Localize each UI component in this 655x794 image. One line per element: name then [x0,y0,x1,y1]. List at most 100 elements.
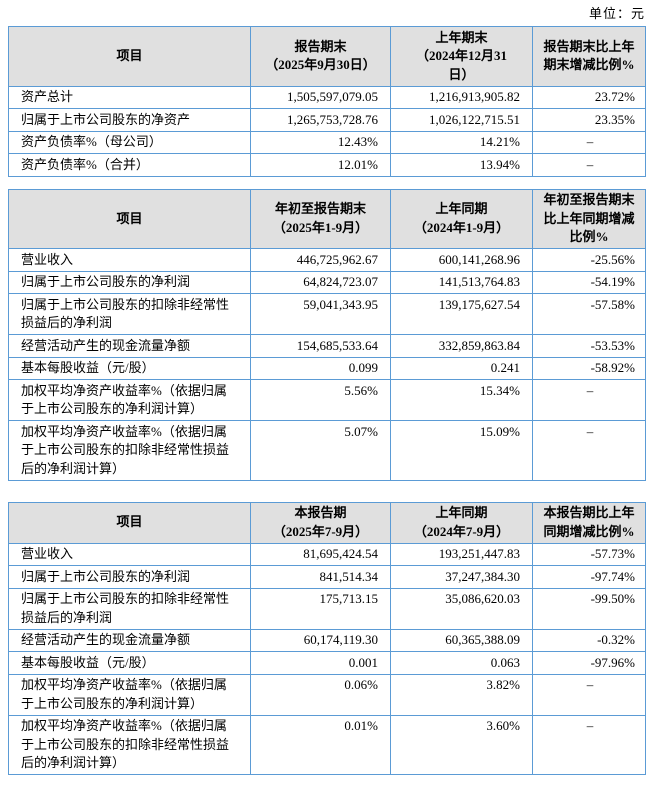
report-page: 单位：元 项目 报告期末 （2025年9月30日） 上年期末 （2024年12月… [8,6,646,776]
table-row: 资产总计 1,505,597,079.05 1,216,913,905.82 2… [8,85,646,109]
value-change: 23.35% [532,108,646,132]
value-current: 0.01% [250,714,391,775]
table-row: 营业收入 446,725,962.67 600,141,268.96 -25.5… [8,248,646,272]
header-cell-change-pct: 报告期末比上年 期末增减比例% [532,26,646,87]
value-current: 175,713.15 [250,587,391,630]
row-label: 经营活动产生的现金流量净额 [8,334,251,358]
value-current: 12.43% [250,130,391,154]
value-change: -57.73% [532,542,646,566]
value-change: – [532,153,646,177]
header-cell-prior-period: 上年期末 （2024年12月31 日） [390,26,533,87]
value-change: -99.50% [532,587,646,630]
value-change: -58.92% [532,356,646,380]
table-row: 加权平均净资产收益率%（依据归属于上市公司股东的净利润计算） 0.06% 3.8… [8,673,646,716]
value-current: 81,695,424.54 [250,542,391,566]
table-row: 资产负债率%（母公司） 12.43% 14.21% – [8,130,646,154]
table-row: 加权平均净资产收益率%（依据归属于上市公司股东的净利润计算） 5.56% 15.… [8,379,646,421]
value-change: – [532,714,646,775]
table-row: 经营活动产生的现金流量净额 154,685,533.64 332,859,863… [8,334,646,358]
header-row: 项目 报告期末 （2025年9月30日） 上年期末 （2024年12月31 日）… [8,26,646,87]
header-cell-item: 项目 [8,501,251,544]
value-prior: 141,513,764.83 [390,270,533,294]
header-cell-prior-period: 上年同期 （2024年7-9月） [390,501,533,544]
row-label: 归属于上市公司股东的扣除非经常性损益后的净利润 [8,587,251,630]
value-prior: 193,251,447.83 [390,542,533,566]
value-prior: 15.34% [390,379,533,421]
table-row: 归属于上市公司股东的净资产 1,265,753,728.76 1,026,122… [8,108,646,132]
row-label: 基本每股收益（元/股） [8,356,251,380]
table-row: 基本每股收益（元/股） 0.001 0.063 -97.96% [8,651,646,675]
value-change: – [532,673,646,716]
value-current: 5.07% [250,420,391,481]
value-change: -97.74% [532,565,646,589]
header-cell-change-pct: 本报告期比上年 同期增减比例% [532,501,646,544]
value-current: 0.06% [250,673,391,716]
value-prior: 0.241 [390,356,533,380]
value-change: -53.53% [532,334,646,358]
header-row: 项目 本报告期 （2025年7-9月） 上年同期 （2024年7-9月） 本报告… [8,501,646,544]
table-row: 归属于上市公司股东的扣除非经常性损益后的净利润 59,041,343.95 13… [8,293,646,335]
value-current: 1,505,597,079.05 [250,85,391,109]
value-prior: 1,216,913,905.82 [390,85,533,109]
table-row: 归属于上市公司股东的扣除非经常性损益后的净利润 175,713.15 35,08… [8,587,646,630]
value-current: 154,685,533.64 [250,334,391,358]
row-label: 营业收入 [8,248,251,272]
value-prior: 0.063 [390,651,533,675]
value-prior: 14.21% [390,130,533,154]
value-current: 64,824,723.07 [250,270,391,294]
value-prior: 332,859,863.84 [390,334,533,358]
value-change: -54.19% [532,270,646,294]
row-label: 归属于上市公司股东的净利润 [8,270,251,294]
row-label: 营业收入 [8,542,251,566]
value-prior: 3.82% [390,673,533,716]
row-label: 资产负债率%（合并） [8,153,251,177]
value-prior: 13.94% [390,153,533,177]
table-row: 归属于上市公司股东的净利润 841,514.34 37,247,384.30 -… [8,565,646,589]
table-row: 经营活动产生的现金流量净额 60,174,119.30 60,365,388.0… [8,628,646,652]
value-change: -25.56% [532,248,646,272]
row-label: 基本每股收益（元/股） [8,651,251,675]
value-change: – [532,379,646,421]
row-label: 加权平均净资产收益率%（依据归属于上市公司股东的扣除非经常性损益后的净利润计算） [8,420,251,481]
value-prior: 15.09% [390,420,533,481]
value-current: 446,725,962.67 [250,248,391,272]
value-change: -57.58% [532,293,646,335]
row-label: 加权平均净资产收益率%（依据归属于上市公司股东的扣除非经常性损益后的净利润计算） [8,714,251,775]
value-prior: 60,365,388.09 [390,628,533,652]
value-prior: 3.60% [390,714,533,775]
value-prior: 139,175,627.54 [390,293,533,335]
row-label: 资产负债率%（母公司） [8,130,251,154]
value-current: 0.099 [250,356,391,380]
header-cell-prior-period: 上年同期 （2024年1-9月） [390,188,533,249]
table-row: 营业收入 81,695,424.54 193,251,447.83 -57.73… [8,542,646,566]
header-cell-change-pct: 年初至报告期末 比上年同期增减 比例% [532,188,646,249]
value-current: 0.001 [250,651,391,675]
row-label: 归属于上市公司股东的扣除非经常性损益后的净利润 [8,293,251,335]
value-current: 59,041,343.95 [250,293,391,335]
row-label: 加权平均净资产收益率%（依据归属于上市公司股东的净利润计算） [8,379,251,421]
table-period-end-summary: 项目 报告期末 （2025年9月30日） 上年期末 （2024年12月31 日）… [8,26,646,177]
header-row: 项目 年初至报告期末 （2025年1-9月） 上年同期 （2024年1-9月） … [8,188,646,249]
header-cell-current-period: 报告期末 （2025年9月30日） [250,26,391,87]
value-prior: 1,026,122,715.51 [390,108,533,132]
value-current: 841,514.34 [250,565,391,589]
value-current: 1,265,753,728.76 [250,108,391,132]
row-label: 经营活动产生的现金流量净额 [8,628,251,652]
value-change: 23.72% [532,85,646,109]
table-row: 加权平均净资产收益率%（依据归属于上市公司股东的扣除非经常性损益后的净利润计算）… [8,420,646,481]
header-cell-current-period: 本报告期 （2025年7-9月） [250,501,391,544]
value-prior: 37,247,384.30 [390,565,533,589]
table-row: 基本每股收益（元/股） 0.099 0.241 -58.92% [8,356,646,380]
row-label: 归属于上市公司股东的净利润 [8,565,251,589]
header-cell-item: 项目 [8,26,251,87]
unit-label: 单位：元 [588,6,645,21]
row-label: 加权平均净资产收益率%（依据归属于上市公司股东的净利润计算） [8,673,251,716]
value-change: – [532,130,646,154]
table-row: 资产负债率%（合并） 12.01% 13.94% – [8,153,646,177]
value-change: -0.32% [532,628,646,652]
value-prior: 600,141,268.96 [390,248,533,272]
value-change: -97.96% [532,651,646,675]
table-quarter-summary: 项目 本报告期 （2025年7-9月） 上年同期 （2024年7-9月） 本报告… [8,501,646,776]
value-current: 12.01% [250,153,391,177]
table-ytd-summary: 项目 年初至报告期末 （2025年1-9月） 上年同期 （2024年1-9月） … [8,188,646,481]
